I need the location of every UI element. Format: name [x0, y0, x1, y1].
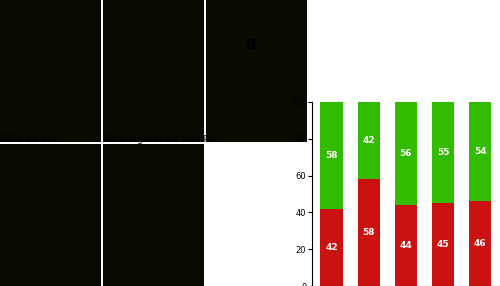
Text: 54: 54: [474, 147, 486, 156]
Bar: [469, 102, 492, 201]
Bar: [469, 201, 492, 286]
Bar: [320, 209, 342, 286]
Text: DZ + Se NPs: DZ + Se NPs: [0, 135, 57, 144]
Text: 55: 55: [437, 148, 450, 157]
Text: 42: 42: [362, 136, 375, 145]
Text: 56: 56: [400, 149, 412, 158]
Text: 45: 45: [437, 240, 450, 249]
Bar: [358, 102, 380, 179]
Bar: [432, 102, 454, 203]
Text: B: B: [246, 37, 256, 51]
Bar: [320, 102, 342, 209]
Text: 58: 58: [362, 228, 375, 237]
Text: 46: 46: [474, 239, 486, 248]
Bar: [358, 179, 380, 286]
Bar: [432, 203, 454, 286]
Bar: [395, 102, 417, 205]
Text: 58: 58: [326, 151, 338, 160]
Bar: [395, 205, 417, 286]
Text: 44: 44: [400, 241, 412, 250]
Text: 42: 42: [326, 243, 338, 252]
Text: DZ + MgO NPs + Se NPs: DZ + MgO NPs + Se NPs: [103, 135, 214, 144]
